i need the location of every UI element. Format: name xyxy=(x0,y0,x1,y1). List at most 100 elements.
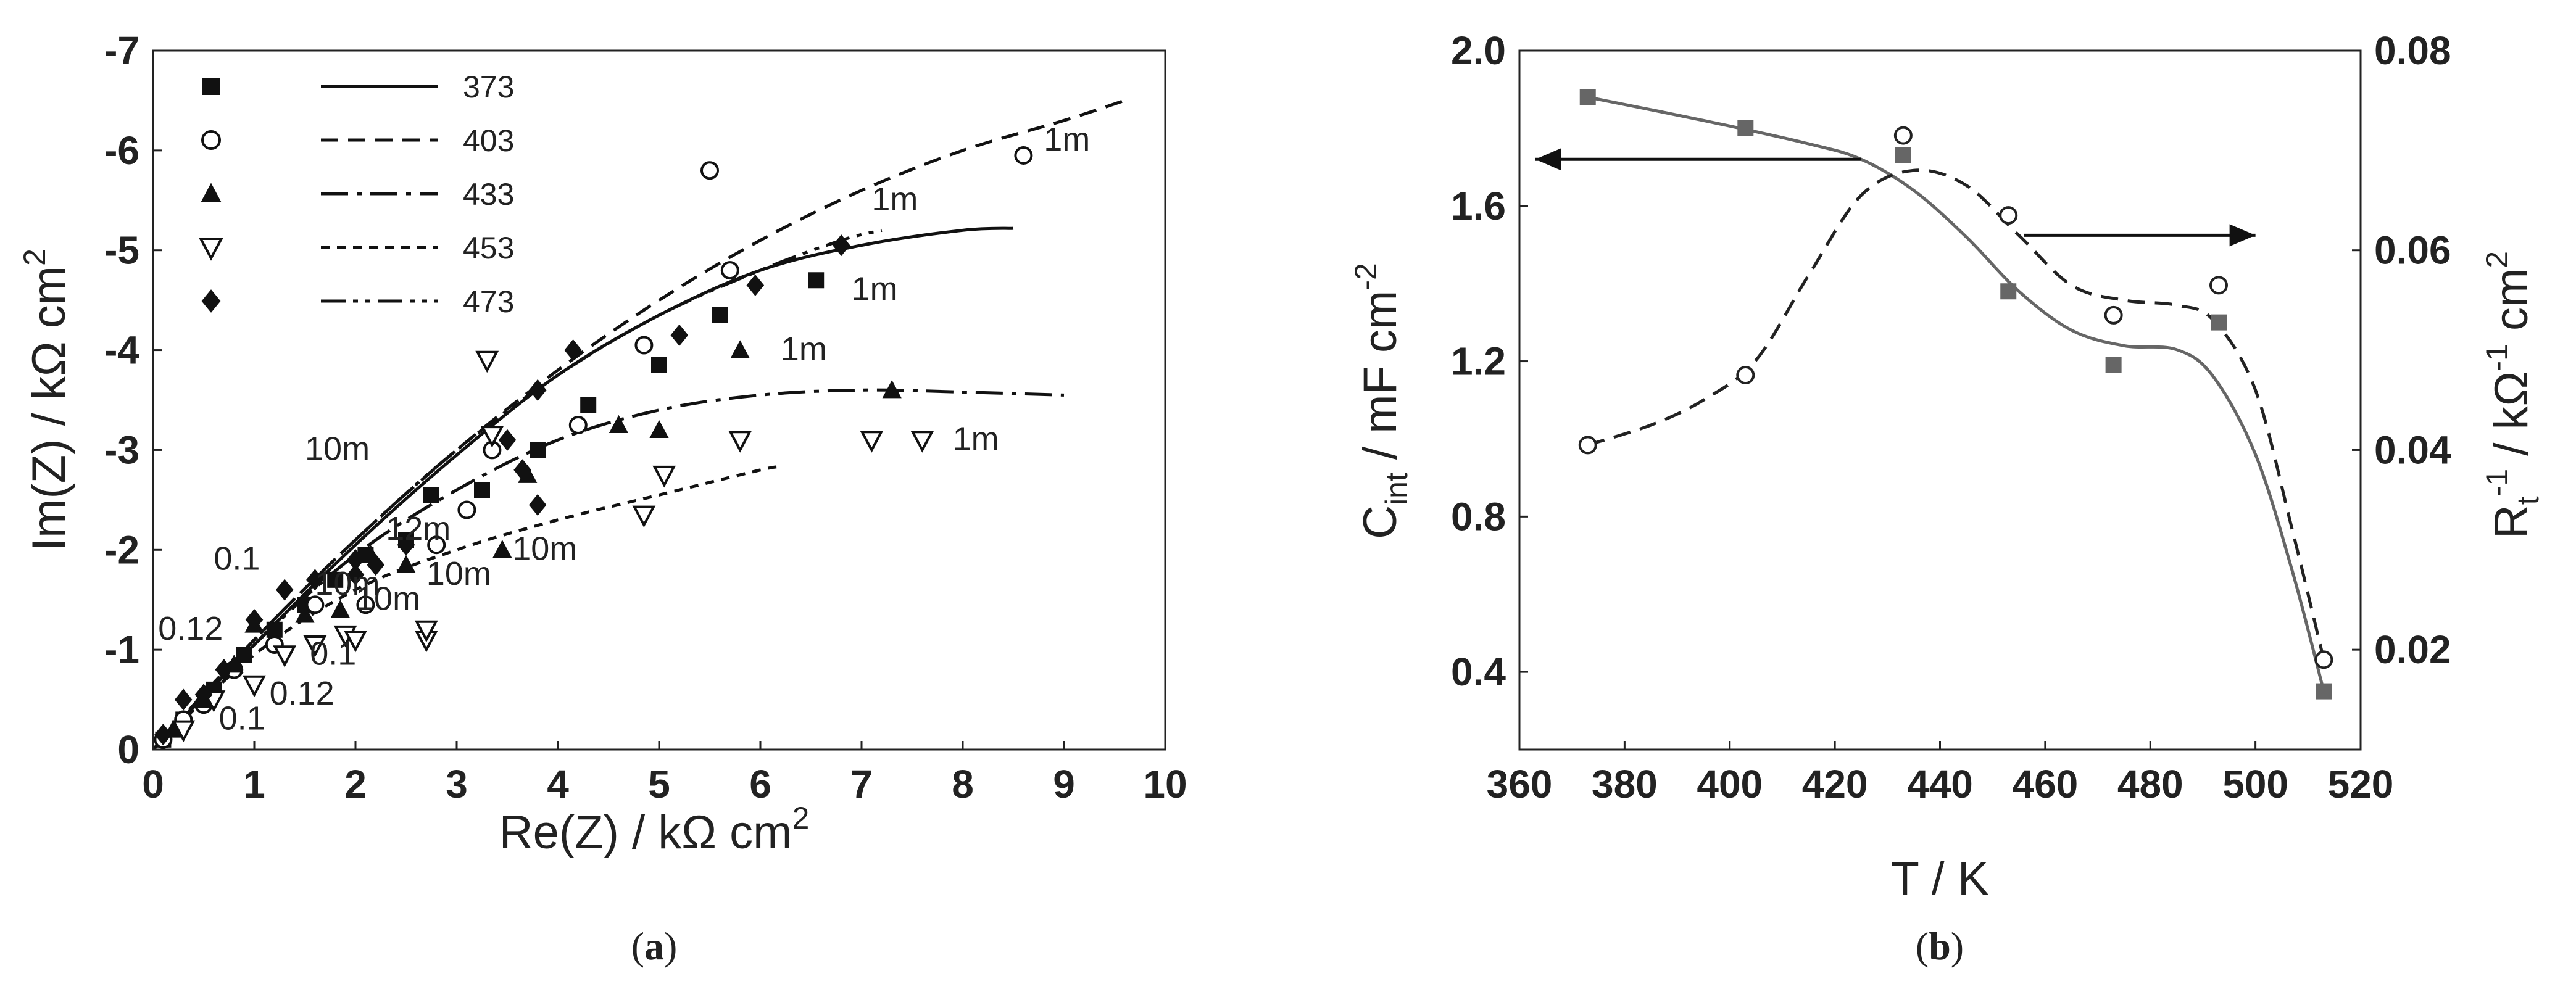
chart-a-y-tick-label: -6 xyxy=(104,128,139,173)
chart-a-point-453 xyxy=(414,620,438,643)
chart-a-x-tick-label: 10 xyxy=(1143,762,1187,806)
chart-a-point-473 xyxy=(528,494,547,516)
chart-b-point-inv-rt xyxy=(1578,436,1597,455)
chart-b-y-left-tick-label: 0.8 xyxy=(1451,494,1506,539)
chart-a-point-403 xyxy=(457,500,476,519)
chart-a-point-473 xyxy=(528,379,547,401)
chart-a-x-tick-label: 9 xyxy=(1053,762,1075,806)
chart-a-point-473 xyxy=(832,234,850,257)
chart-a-annotation: 1m xyxy=(1044,121,1090,158)
chart-a-point-453 xyxy=(172,720,196,743)
chart-a-point-473 xyxy=(154,724,172,746)
chart-b-point-inv-rt xyxy=(2314,650,2333,669)
chart-a-y-tick-label: -2 xyxy=(104,527,139,572)
chart-b-point-cint xyxy=(2316,683,2332,700)
chart-b-x-tick-label: 520 xyxy=(2328,762,2394,806)
chart-b-fit-line-cint xyxy=(1587,96,2325,692)
legend-label-373: 373 xyxy=(463,70,514,104)
chart-a-point-433 xyxy=(330,600,350,618)
chart-a-point-473 xyxy=(346,564,365,586)
chart-a-x-tick-label: 2 xyxy=(344,762,367,806)
chart-b-point-inv-rt xyxy=(2209,276,2228,295)
chart-b-point-cint xyxy=(2105,357,2122,373)
chart-b-y-left-tick-label: 1.2 xyxy=(1451,339,1506,384)
chart-b-y-right-tick-label: 0.04 xyxy=(2374,428,2451,472)
chart-b-x-tick-label: 380 xyxy=(1592,762,1658,806)
chart-a-annotation: 1m xyxy=(852,271,898,308)
legend-marker-453 xyxy=(198,238,224,261)
chart-b-fit-line-inv-rt xyxy=(1587,168,2325,660)
chart-b-point-inv-rt xyxy=(1893,126,1913,145)
chart-b-point-cint xyxy=(1579,89,1596,105)
chart-a-point-373 xyxy=(423,487,439,503)
chart-a-point-433 xyxy=(882,380,902,399)
legend-label-453: 453 xyxy=(463,231,514,265)
chart-a-legend: 373 403 433 453 473 xyxy=(198,70,514,319)
chart-b-x-tick-label: 460 xyxy=(2012,762,2078,806)
chart-a-point-433 xyxy=(649,420,669,439)
chart-a-frame xyxy=(152,49,1166,751)
chart-a-fit-line-403 xyxy=(152,99,1126,751)
chart-a-x-tick-label: 1 xyxy=(243,762,265,806)
chart-a-y-tick-label: -3 xyxy=(104,428,139,472)
chart-a-point-403 xyxy=(720,261,739,280)
chart-b-point-cint xyxy=(2000,283,2017,300)
chart-a-annotation: 10m xyxy=(426,555,491,592)
chart-a-annotation: 10m xyxy=(305,431,370,468)
legend-label-433: 433 xyxy=(463,177,514,212)
chart-a-point-473 xyxy=(367,554,385,576)
chart-a-point-473 xyxy=(498,429,517,451)
chart-b-x-tick-label: 400 xyxy=(1697,762,1763,806)
chart-a-point-373 xyxy=(236,647,252,663)
chart-a-point-403 xyxy=(568,415,588,434)
chart-b-xlabel: T / K xyxy=(1890,853,1988,905)
chart-a-point-403 xyxy=(634,336,654,355)
chart-a-y-tick-label: -7 xyxy=(104,28,139,73)
chart-a-point-453 xyxy=(344,630,367,653)
chart-a-point-473 xyxy=(215,658,233,681)
chart-a-point-473 xyxy=(346,548,365,571)
chart-a-x-tick-label: 3 xyxy=(446,762,468,806)
chart-a-point-473 xyxy=(194,684,213,706)
legend-marker-433 xyxy=(201,183,222,202)
chart-a-point-373 xyxy=(580,397,597,413)
chart-b-point-inv-rt xyxy=(1736,366,1755,385)
chart-a-point-473 xyxy=(397,534,415,556)
axis-arrow-right xyxy=(2024,224,2256,247)
legend-label-403: 403 xyxy=(463,123,514,158)
chart-b-point-inv-rt xyxy=(2104,305,2123,325)
chart-a-point-373 xyxy=(651,357,667,373)
chart-a-x-tick-label: 8 xyxy=(952,762,974,806)
chart-a-point-453 xyxy=(475,350,499,373)
chart-a-annotation: 1m xyxy=(781,331,827,368)
chart-a-point-453 xyxy=(728,431,752,453)
chart-a-point-403 xyxy=(1014,146,1033,165)
chart-a-y-tick-label: 0 xyxy=(117,727,139,772)
chart-a-point-453 xyxy=(273,645,297,668)
chart-a-annotation: 10m xyxy=(355,580,420,617)
chart-a-point-373 xyxy=(808,272,825,289)
chart-b-panel-label: (b) xyxy=(1916,924,1964,968)
chart-a-point-453 xyxy=(652,465,676,488)
axis-arrow-left xyxy=(1535,148,1861,171)
chart-a-xlabel: Re(Z) / kΩ cm2 xyxy=(499,801,810,859)
chart-b-y-right-tick-label: 0.08 xyxy=(2374,28,2451,73)
chart-a-point-473 xyxy=(275,579,294,601)
chart-a-fit-line-433 xyxy=(152,388,1065,751)
chart-b-point-cint xyxy=(2210,314,2227,331)
chart-a-annotation: 0.1 xyxy=(310,635,356,672)
chart-b-ylabel-right: Rt-1 / kΩ-1 cm2 xyxy=(2480,251,2545,539)
legend-marker-473 xyxy=(201,289,221,313)
chart-a: 0 1 2 3 4 5 6 7 8 9 10 0 -1 -2 -3 -4 -5 -6 -7 1m 1m 1m 1m 1m 10… xyxy=(17,28,1187,968)
chart-a-point-403 xyxy=(427,535,446,555)
chart-a-point-473 xyxy=(306,569,324,591)
chart-a-point-433 xyxy=(609,415,628,433)
chart-a-ylabel: Im(Z) / kΩ cm2 xyxy=(17,249,75,551)
chart-b-ylabel-left: Cint / mF cm-2 xyxy=(1348,263,1414,539)
chart-a-y-tick-label: -1 xyxy=(104,627,139,672)
chart-a-point-403 xyxy=(700,161,719,180)
chart-a-x-tick-label: 0 xyxy=(142,762,164,806)
chart-a-annotation: 0.12 xyxy=(270,675,334,712)
chart-a-y-tick-label: -4 xyxy=(104,328,139,373)
